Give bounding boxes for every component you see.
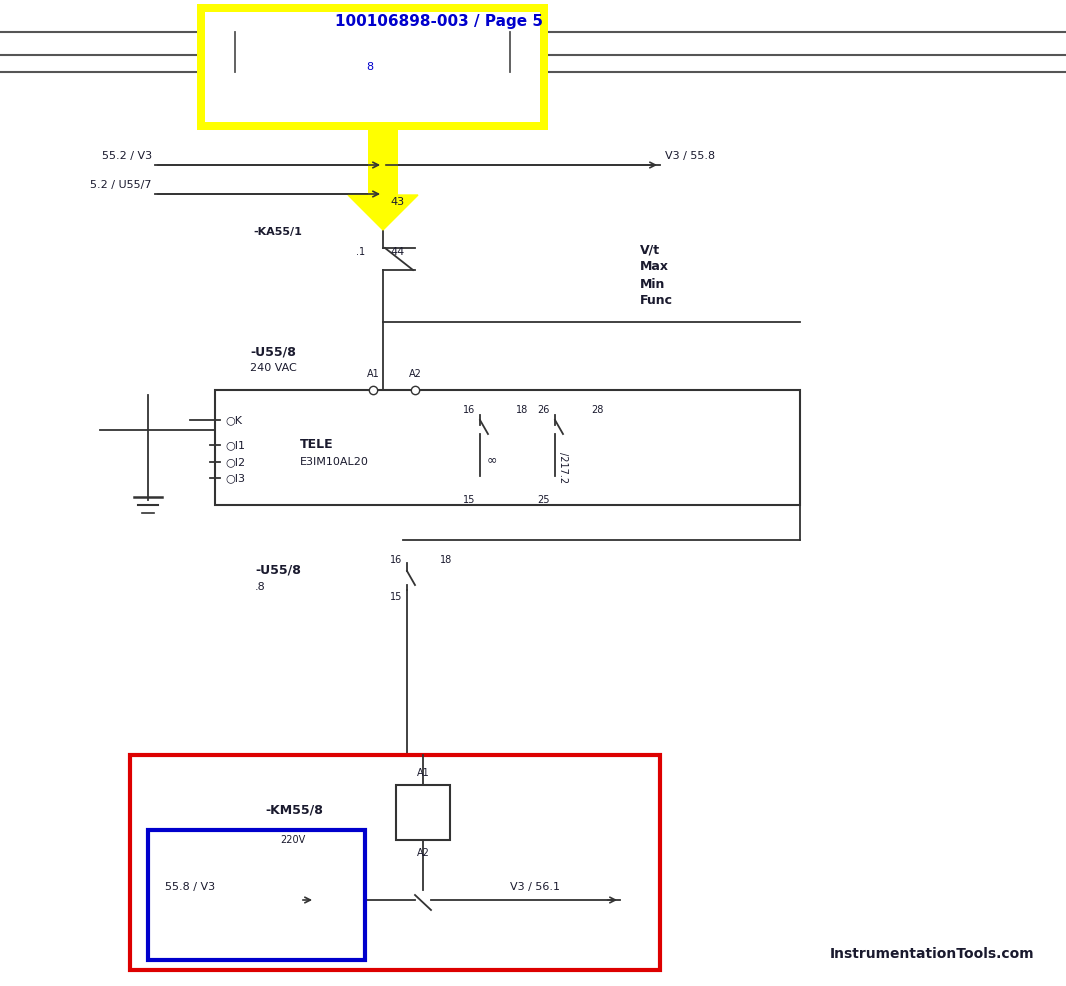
Text: 15: 15	[463, 495, 475, 505]
Text: .1: .1	[356, 247, 365, 257]
Text: ○I2: ○I2	[225, 457, 245, 467]
Text: A2: A2	[408, 369, 421, 379]
Text: 18: 18	[440, 555, 452, 565]
Text: -U55/8: -U55/8	[251, 345, 296, 359]
Text: InstrumentationTools.com: InstrumentationTools.com	[829, 948, 1034, 961]
Text: /217.2: /217.2	[558, 453, 568, 483]
Text: 26: 26	[537, 405, 550, 415]
Text: 16: 16	[390, 555, 402, 565]
Text: 43: 43	[390, 197, 404, 207]
Text: A2: A2	[417, 848, 430, 858]
Text: -KA55/1: -KA55/1	[253, 227, 302, 237]
Text: Max: Max	[640, 260, 669, 273]
Bar	[215, 390, 800, 505]
Text: 25: 25	[537, 495, 550, 505]
Text: 55.2 / V3: 55.2 / V3	[102, 151, 152, 161]
Text: 15: 15	[390, 592, 402, 602]
Text: -KM55/8: -KM55/8	[265, 804, 323, 816]
Text: 55.8 / V3: 55.8 / V3	[165, 882, 215, 892]
Text: 220V: 220V	[280, 835, 305, 845]
Text: V3 / 56.1: V3 / 56.1	[510, 882, 560, 892]
Bar	[130, 755, 660, 970]
Text: 5.2 / U55/7: 5.2 / U55/7	[91, 180, 152, 190]
Text: 28: 28	[591, 405, 603, 415]
Text: -U55/8: -U55/8	[255, 564, 301, 577]
Text: E3IM10AL20: E3IM10AL20	[300, 457, 369, 467]
Bar	[205, 12, 540, 122]
Text: 18: 18	[516, 405, 529, 415]
Text: ○K: ○K	[225, 415, 242, 425]
Text: V/t: V/t	[640, 244, 660, 256]
Text: ○I3: ○I3	[225, 473, 245, 483]
Text: V3 / 55.8: V3 / 55.8	[665, 151, 715, 161]
Text: ○I1: ○I1	[225, 440, 245, 450]
Text: 100106898-003 / Page 5: 100106898-003 / Page 5	[335, 14, 543, 29]
Bar	[197, 4, 548, 130]
Text: Min: Min	[640, 277, 665, 291]
Bar	[148, 830, 365, 960]
Text: ∞: ∞	[487, 454, 498, 466]
Polygon shape	[348, 195, 418, 230]
Bar	[368, 130, 398, 195]
Text: A1: A1	[417, 768, 430, 778]
Text: 16: 16	[463, 405, 475, 415]
Text: TELE: TELE	[300, 439, 334, 452]
Text: Func: Func	[640, 295, 673, 308]
Bar	[395, 785, 450, 840]
Text: A1: A1	[367, 369, 379, 379]
Text: .8: .8	[255, 582, 265, 592]
Text: 240 VAC: 240 VAC	[251, 363, 296, 373]
Text: 44: 44	[390, 247, 404, 257]
Text: 8: 8	[367, 62, 373, 72]
